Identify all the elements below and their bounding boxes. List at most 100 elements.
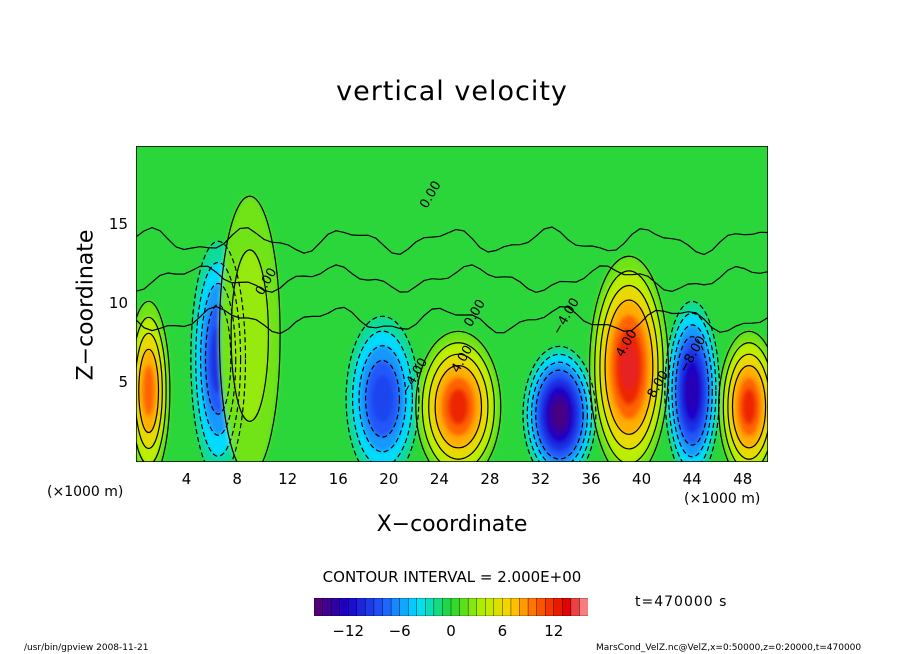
cell-6-level-6 bbox=[620, 343, 638, 391]
contour-line bbox=[727, 353, 768, 460]
contour-line bbox=[364, 359, 400, 438]
contour-line bbox=[535, 369, 584, 460]
cell-0-level-4 bbox=[142, 365, 155, 417]
contour-line bbox=[230, 249, 270, 422]
x-tick-label: 8 bbox=[232, 470, 242, 488]
colorbar-tick-label: −12 bbox=[332, 622, 365, 640]
cell-7-level-6 bbox=[686, 372, 698, 410]
contour-line bbox=[428, 353, 489, 460]
colorbar-swatch bbox=[330, 598, 341, 616]
zero-contour bbox=[136, 305, 768, 335]
colorbar bbox=[314, 598, 588, 616]
x-tick-label: 12 bbox=[278, 470, 298, 488]
contour-line bbox=[190, 240, 247, 462]
contour-line bbox=[195, 261, 242, 457]
contour-line bbox=[671, 324, 713, 458]
colorbar-swatch bbox=[356, 598, 367, 616]
x-unit-left: (×1000 m) bbox=[47, 484, 124, 500]
contour-line bbox=[604, 299, 654, 435]
contour-line bbox=[722, 342, 768, 462]
contour-line bbox=[136, 332, 163, 450]
colorbar-swatch bbox=[382, 598, 392, 616]
colorbar-swatch bbox=[314, 598, 324, 616]
cell-8-level-5 bbox=[741, 388, 757, 425]
contour-line bbox=[138, 348, 160, 434]
contour-line bbox=[204, 303, 232, 415]
x-tick-label: 40 bbox=[632, 470, 652, 488]
colorbar-tick-label: 6 bbox=[497, 622, 508, 640]
cell-3-level-4 bbox=[372, 375, 393, 423]
colorbar-swatch bbox=[425, 598, 435, 616]
colorbar-swatch bbox=[544, 598, 555, 616]
x-tick-label: 24 bbox=[429, 470, 449, 488]
colorbar-swatch bbox=[570, 598, 581, 616]
contour-line bbox=[526, 353, 593, 462]
cell-5-level-7 bbox=[552, 401, 567, 428]
footer-left: /usr/bin/gpview 2008-11-21 bbox=[24, 643, 149, 653]
colorbar-swatch bbox=[399, 598, 409, 616]
colorbar-swatch bbox=[467, 598, 478, 616]
contour-line bbox=[415, 330, 502, 462]
contour-interval: CONTOUR INTERVAL = 2.000E+00 bbox=[322, 568, 582, 586]
colorbar-swatch bbox=[476, 598, 486, 616]
plot-area: 0.00−4.00 4.00 4.00 −8.000.000.00 −4.008.00 bbox=[136, 146, 768, 462]
colorbar-swatch bbox=[579, 598, 588, 616]
contour-line bbox=[434, 364, 483, 449]
zero-contour bbox=[136, 226, 768, 256]
colorbar-swatch bbox=[493, 598, 504, 616]
colorbar-swatch bbox=[322, 598, 332, 616]
y-tick-label: 10 bbox=[108, 294, 128, 312]
colorbar-swatch bbox=[510, 598, 521, 616]
contour-line bbox=[136, 300, 171, 462]
colorbar-tick-label: −6 bbox=[388, 622, 411, 640]
colorbar-tick-label: 0 bbox=[446, 622, 456, 640]
contour-line bbox=[421, 342, 495, 462]
contour-line bbox=[345, 315, 420, 462]
x-tick-label: 32 bbox=[530, 470, 551, 488]
x-tick-label: 36 bbox=[581, 470, 601, 488]
contour-line bbox=[667, 312, 717, 462]
x-tick-label: 4 bbox=[181, 470, 192, 488]
colorbar-swatch bbox=[365, 598, 375, 616]
colorbar-swatch bbox=[527, 598, 538, 616]
colorbar-swatch bbox=[339, 598, 349, 616]
contour-line bbox=[358, 345, 407, 453]
contour-line bbox=[599, 284, 659, 450]
colorbar-swatch bbox=[450, 598, 461, 616]
x-axis-label: X−coordinate bbox=[376, 512, 528, 537]
contour-line bbox=[718, 330, 768, 462]
x-tick-label: 48 bbox=[733, 470, 753, 488]
footer-right: MarsCond_VelZ.nc@VelZ,x=0:50000,z=0:2000… bbox=[596, 643, 862, 653]
x-tick-label: 28 bbox=[480, 470, 500, 488]
x-tick-label: 44 bbox=[682, 470, 702, 488]
colorbar-swatch bbox=[536, 598, 546, 616]
contour-line bbox=[136, 316, 167, 462]
colorbar-swatch bbox=[348, 598, 358, 616]
y-tick-label: 15 bbox=[108, 215, 128, 233]
time-label: t=470000 s bbox=[635, 594, 728, 610]
colorbar-swatch bbox=[502, 598, 512, 616]
colorbar-swatch bbox=[459, 598, 469, 616]
colorbar-swatch bbox=[373, 598, 384, 616]
colorbar-swatch bbox=[433, 598, 444, 616]
zero-contour bbox=[136, 264, 768, 294]
colorbar-swatch bbox=[442, 598, 452, 616]
colorbar-swatch bbox=[390, 598, 401, 616]
contour-line bbox=[675, 336, 710, 446]
y-axis-label: Z−coordinate bbox=[73, 229, 99, 381]
contour-line bbox=[594, 270, 664, 462]
contour-line bbox=[522, 345, 597, 462]
contour-line bbox=[588, 255, 669, 462]
colorbar-swatch bbox=[519, 598, 529, 616]
y-tick-label: 5 bbox=[118, 373, 128, 391]
cell-4-level-5 bbox=[448, 388, 469, 425]
contour-line bbox=[218, 195, 281, 462]
contour-line bbox=[530, 361, 588, 462]
x-tick-label: 20 bbox=[379, 470, 399, 488]
colorbar-tick-label: 12 bbox=[544, 622, 564, 640]
colorbar-swatch bbox=[485, 598, 495, 616]
contour-line bbox=[731, 364, 767, 449]
colorbar-swatch bbox=[407, 598, 418, 616]
colorbar-swatch bbox=[553, 598, 564, 616]
chart-title: vertical velocity bbox=[336, 76, 568, 107]
